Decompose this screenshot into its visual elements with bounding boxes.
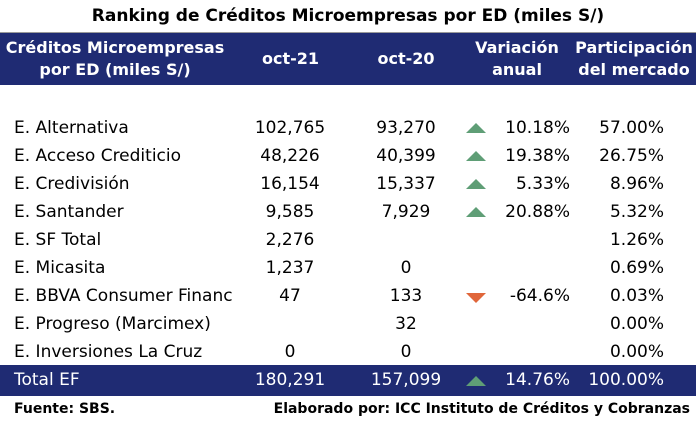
value-variation: 19.38% [505, 146, 570, 166]
value-share: 26.75% [599, 146, 664, 166]
value-oct21: 2,276 [265, 230, 315, 250]
value-variation: 20.88% [505, 202, 570, 222]
entity-name: E. SF Total [14, 230, 102, 250]
table-row: E. Acceso Crediticio 48,226 40,399 19.38% 26… [0, 142, 696, 170]
trend-up-icon [466, 179, 486, 189]
header-share: Participación del mercado [572, 33, 696, 85]
value-oct20: 93,270 [376, 118, 436, 138]
value-variation [470, 338, 570, 366]
entity-name: E. Alternativa [14, 118, 129, 138]
header-share-line1: Participación [575, 38, 693, 57]
value-oct20: 32 [395, 314, 417, 334]
table-row: E. Santander 9,585 7,929 20.88% 5.32% [0, 198, 696, 226]
total-row: Total EF 180,291 157,099 14.76% 100.00% [0, 365, 696, 396]
value-variation [470, 226, 570, 254]
entity-name: E. BBVA Consumer Financ [14, 286, 233, 306]
value-share: 0.00% [609, 342, 664, 362]
table-row: E. Inversiones La Cruz 0 0 0.00% [0, 338, 696, 366]
total-label: Total EF [14, 370, 80, 390]
header-oct20: oct-20 [377, 49, 435, 68]
value-variation: -64.6% [509, 286, 570, 306]
header-entity-line2: por ED (miles S/) [39, 60, 191, 79]
value-oct20: 15,337 [376, 174, 436, 194]
value-oct21: 16,154 [260, 174, 320, 194]
value-oct21: 9,585 [265, 202, 315, 222]
table-row: E. Alternativa 102,765 93,270 10.18% 57.00% [0, 114, 696, 142]
header-oct21: oct-21 [261, 49, 320, 68]
value-variation [470, 254, 570, 282]
header-entity-line1: Créditos Microempresas [5, 38, 225, 57]
total-share: 100.00% [588, 370, 664, 390]
entity-name: E. Micasita [14, 258, 106, 278]
table-row: E. Micasita 1,237 0 0.69% [0, 254, 696, 282]
table-row: E. Credivisión 16,154 15,337 5.33% 8.96% [0, 170, 696, 198]
credit-note: Elaborado por: ICC Instituto de Créditos… [273, 401, 690, 417]
value-share: 1.26% [609, 230, 664, 250]
value-share: 57.00% [599, 118, 664, 138]
trend-up-icon [466, 376, 486, 386]
header-entity: Créditos Microempresas por ED (miles S/) [0, 33, 230, 85]
value-share: 0.03% [609, 286, 664, 306]
value-oct21: 47 [279, 286, 301, 306]
table-title: Ranking de Créditos Microempresas por ED… [0, 0, 696, 33]
entity-name: E. Progreso (Marcimex) [14, 314, 211, 334]
value-share: 5.32% [609, 202, 664, 222]
value-oct21: 48,226 [260, 146, 320, 166]
value-oct20: 133 [389, 286, 423, 306]
header-variation: Variación anual [462, 33, 572, 85]
entity-name: E. Inversiones La Cruz [14, 342, 203, 362]
value-oct20: 0 [400, 342, 412, 362]
table-row: E. Progreso (Marcimex) 32 0.00% [0, 310, 696, 338]
table-row: E. BBVA Consumer Financ 47 133 -64.6% 0.03% [0, 282, 696, 310]
header-variation-line2: anual [492, 60, 542, 79]
trend-up-icon [466, 151, 486, 161]
trend-up-icon [466, 123, 486, 133]
total-oct20: 157,099 [370, 370, 442, 390]
table-header: Créditos Microempresas por ED (miles S/) … [0, 33, 696, 85]
value-share: 0.69% [609, 258, 664, 278]
entity-name: E. Santander [14, 202, 124, 222]
value-oct20: 7,929 [381, 202, 431, 222]
footer: Fuente: SBS. Elaborado por: ICC Institut… [0, 398, 696, 421]
value-oct21: 1,237 [265, 258, 315, 278]
header-variation-line1: Variación [475, 38, 559, 57]
value-oct20: 40,399 [376, 146, 436, 166]
total-variation: 14.76% [505, 370, 570, 390]
trend-up-icon [466, 207, 486, 217]
value-share: 0.00% [609, 314, 664, 334]
header-share-line2: del mercado [578, 60, 690, 79]
value-variation: 5.33% [515, 174, 570, 194]
value-oct20 [350, 226, 462, 254]
value-share: 8.96% [609, 174, 664, 194]
trend-down-icon [466, 293, 486, 303]
entity-name: E. Acceso Crediticio [14, 146, 182, 166]
source-note: Fuente: SBS. [14, 401, 116, 417]
total-oct21: 180,291 [254, 370, 326, 390]
value-oct21: 0 [284, 342, 296, 362]
value-variation: 10.18% [505, 118, 570, 138]
entity-name: E. Credivisión [14, 174, 130, 194]
value-oct21: 102,765 [254, 118, 326, 138]
value-oct21 [233, 310, 347, 338]
value-oct20: 0 [400, 258, 412, 278]
table-row: E. SF Total 2,276 1.26% [0, 226, 696, 254]
value-variation [470, 310, 570, 338]
